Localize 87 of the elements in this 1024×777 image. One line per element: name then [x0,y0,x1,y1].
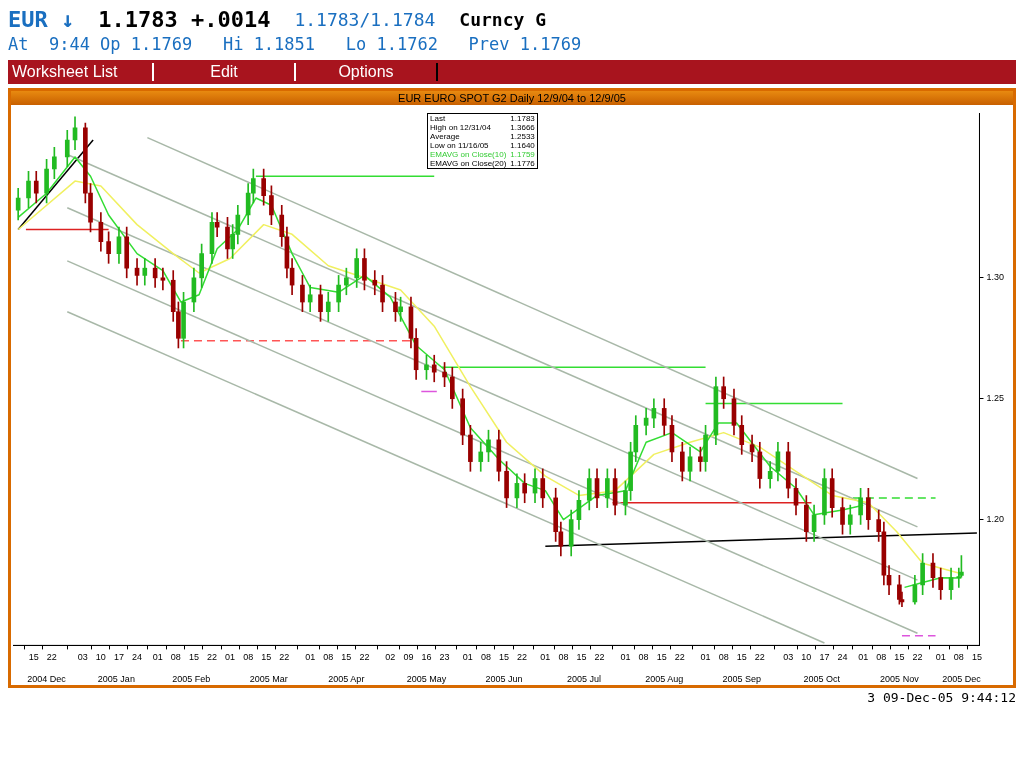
x-tick-label: 08 [323,652,334,663]
x-tick-label: 24 [837,652,848,663]
x2-tick-label: 2005 Mar [249,674,288,685]
x2-tick-label: 2005 Oct [803,674,841,685]
x-tick-label: 01 [700,652,711,663]
x-tick-label: 08 [876,652,887,663]
x-tick-label: 01 [305,652,316,663]
x-tick-label: 08 [243,652,254,663]
x2-tick-label: 2005 May [406,674,447,685]
x-tick-label: 22 [206,652,217,663]
annotation: 1.1640 [509,141,536,150]
x-tick-label: 16 [421,652,432,663]
x-tick-label: 22 [279,652,290,663]
x-tick-label: 08 [558,652,569,663]
x-tick-label: 17 [113,652,124,663]
x-tick-label: 08 [170,652,181,663]
text: EUR ↓ [8,7,75,32]
x-tick-label: 15 [736,652,747,663]
annotation: Average [429,132,461,141]
text: Edit [154,63,296,81]
x2-tick-label: 2005 Jul [567,674,602,685]
x-tick-label: 03 [783,652,794,663]
x2-tick-label: 2005 Aug [645,674,684,685]
x-tick-label: 01 [152,652,163,663]
x-tick-label: 10 [95,652,106,663]
x-tick-label: 15 [576,652,587,663]
x-tick-label: 08 [480,652,491,663]
x-tick-label: 01 [858,652,869,663]
x-tick-label: 15 [261,652,272,663]
x-tick-label: 22 [359,652,370,663]
x-tick-label: 08 [953,652,964,663]
x-tick-label: 01 [935,652,946,663]
x2-tick-label: 2005 Jan [97,674,135,685]
x2-tick-label: 2005 Nov [880,674,920,685]
annotation: Last [429,113,447,123]
annotation: 1.1783 [509,113,536,123]
x-tick-label: 03 [77,652,88,663]
x-tick-label: 15 [894,652,905,663]
y-tick-label: 1.30 [986,272,1005,283]
x-tick-label: 15 [341,652,352,663]
text: At 9:44 Op 1.1769 Hi 1.1851 Lo 1.1762 Prev 1.1769 [8,33,583,56]
x-tick-label: 08 [638,652,649,663]
x-tick-label: 01 [620,652,631,663]
annotation: EMAVG on Close(20) [429,159,508,169]
x-tick-label: 22 [912,652,923,663]
annotation: 1.3666 [509,123,536,132]
x-tick-label: 15 [971,652,982,663]
x-tick-label: 01 [540,652,551,663]
text: Curncy G [459,8,547,32]
x-tick-label: 10 [801,652,812,663]
annotation: High on 12/31/04 [429,123,492,132]
x-tick-label: 08 [718,652,729,663]
x-tick-label: 09 [403,652,414,663]
x-tick-label: 22 [594,652,605,663]
x-tick-label: 22 [46,652,57,663]
y-tick-label: 1.20 [986,514,1005,525]
x-tick-label: 15 [656,652,667,663]
annotation: 1.1759 [509,150,536,159]
x2-tick-label: 2005 Sep [722,674,762,685]
x-tick-label: 02 [385,652,396,663]
x2-tick-label: 2005 Jun [485,674,523,685]
x-tick-label: 22 [754,652,765,663]
x-tick-label: 01 [225,652,236,663]
text: Options [296,63,438,81]
x-tick-label: 15 [498,652,509,663]
y-tick-label: 1.25 [986,393,1005,404]
annotation: 1.1776 [509,159,536,169]
chart-title: EUR EURO SPOT G2 Daily 12/9/04 to 12/9/05 [11,91,1013,105]
x-tick-label: 23 [439,652,450,663]
x-tick-label: 01 [462,652,473,663]
text: 3 09-Dec-05 9:44:12 [866,690,1016,705]
x-tick-label: 15 [28,652,39,663]
x-tick-label: 24 [132,652,143,663]
x2-tick-label: 2005 Feb [172,674,211,685]
x2-tick-label: 2005 Dec [942,674,982,685]
x2-tick-label: 2005 Apr [328,674,365,685]
annotation: 1.2533 [509,132,536,141]
annotation: EMAVG on Close(10) [429,150,508,159]
text: 1.1783 +.0014 [98,7,271,32]
x-tick-label: 15 [188,652,199,663]
x-tick-label: 22 [517,652,528,663]
x-tick-label: 17 [819,652,830,663]
x-tick-label: 22 [674,652,685,663]
text: Worksheet List [8,63,154,81]
text: 1.1783/1.1784 [294,8,436,32]
x2-tick-label: 2004 Dec [27,674,67,685]
annotation: Low on 11/16/05 [429,141,490,150]
